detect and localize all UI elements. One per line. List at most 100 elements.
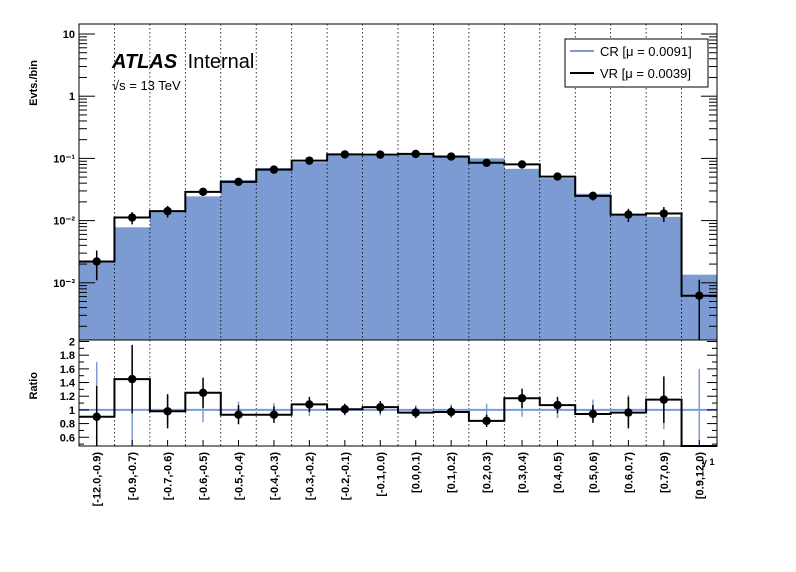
cr-bar-8: [362, 155, 399, 340]
vr-point-13: [553, 172, 562, 181]
ratio-tick-label-1: 1.8: [60, 350, 75, 362]
main-tick-label-2: 10⁻¹: [53, 153, 75, 165]
ratio-point-0: [92, 412, 101, 421]
ratio-point-1: [127, 374, 137, 384]
vr-point-16: [659, 209, 669, 218]
ratio-point-8: [376, 402, 385, 412]
x-category-label-7: [-0.2,-0.1): [340, 452, 352, 501]
vr-step-line: [79, 152, 717, 297]
ratio-point-12: [517, 394, 527, 403]
ratio-point-14: [588, 409, 598, 419]
main-y-axis: 10 1 10⁻¹ 10⁻² 10⁻³: [53, 29, 717, 327]
cr-bar-16: [646, 216, 682, 340]
vr-point-6: [305, 156, 314, 165]
main-tick-label-1: 1: [69, 91, 75, 103]
ratio-point-9: [411, 408, 420, 417]
x-category-label-11: [0.2,0.3): [482, 452, 494, 493]
main-tick-label-4: 10⁻³: [53, 278, 75, 290]
legend-cr-label: CR [μ = 0.0091]: [600, 44, 692, 59]
ratio-y-axis: 21.8 1.6 1.41.2 1 0.80.6: [60, 337, 717, 445]
ratio-tick-label-2: 1.6: [60, 364, 75, 376]
x-category-label-0: [-12.0,-0.9): [92, 452, 104, 507]
ratio-point-15: [624, 408, 633, 417]
cr-bar-3: [185, 196, 222, 340]
ratio-point-7: [340, 405, 350, 414]
main-plot-panel: 10 1 10⁻¹ 10⁻² 10⁻³ Evts./bin ATLAS Internal…: [28, 23, 718, 341]
x-axis-label: γ 1: [702, 457, 715, 467]
x-category-label-2: [-0.7,-0.6): [163, 452, 175, 501]
ratio-point-5: [269, 410, 279, 419]
ratio-tick-label-4: 1.2: [60, 391, 75, 403]
vr-point-7: [340, 150, 350, 159]
ratio-points: [79, 344, 717, 447]
vr-point-8: [376, 150, 385, 159]
cr-bar-15: [610, 214, 647, 340]
ratio-point-2: [163, 407, 172, 416]
x-category-label-5: [-0.4,-0.3): [269, 452, 281, 501]
cr-bar-13: [539, 178, 576, 340]
x-category-label-10: [0.1,0.2): [446, 452, 458, 493]
cr-bar-11: [468, 158, 505, 340]
x-category-label-9: [0.0,0.1): [411, 452, 423, 493]
x-category-label-13: [0.4,0.5): [553, 452, 565, 493]
vr-histogram: [79, 149, 717, 340]
x-category-label-8: [-0.1,0.0): [375, 452, 387, 497]
x-category-label-16: [0.7,0.9): [659, 452, 671, 493]
vr-point-15: [624, 210, 633, 219]
vr-point-0: [92, 257, 101, 266]
x-axis-category-labels: [-12.0,-0.9) [-0.9,-0.7) [-0.7,-0.6) [-0.6,…: [92, 440, 706, 507]
ratio-point-11: [482, 416, 491, 426]
ratio-tick-label-6: 0.8: [60, 419, 75, 431]
cr-bar-1: [114, 227, 151, 340]
cr-bar-9: [398, 153, 434, 340]
cr-bar-5: [256, 168, 293, 340]
cr-bar-10: [433, 155, 470, 340]
vr-point-10: [446, 152, 456, 161]
cr-bar-2: [149, 210, 186, 340]
vr-point-5: [269, 165, 279, 174]
vr-point-4: [234, 177, 243, 187]
ratio-point-6: [305, 400, 314, 409]
ratio-point-13: [553, 400, 562, 410]
main-tick-label-3: 10⁻²: [53, 216, 75, 228]
x-category-label-14: [0.5,0.6): [588, 452, 600, 493]
vr-point-1: [127, 213, 137, 222]
vr-point-3: [198, 187, 208, 197]
legend: CR [μ = 0.0091] VR [μ = 0.0039]: [564, 38, 709, 88]
ratio-y-axis-label: Ratio: [28, 372, 40, 400]
ratio-plot-frame: [78, 339, 718, 447]
ratio-plot-panel: 21.81.61.41.210.80.6 Ratio [-12.0,-0.9)[…: [28, 337, 718, 507]
ratio-tick-label-7: 0.6: [60, 432, 75, 444]
cr-bar-4: [220, 179, 257, 340]
legend-vr-label: VR [μ = 0.0039]: [600, 66, 691, 81]
x-category-label-15: [0.6,0.7): [623, 452, 635, 493]
ratio-point-4: [234, 410, 243, 419]
vr-point-2: [163, 206, 172, 216]
ratio-point-3: [198, 388, 208, 397]
cr-bar-7: [327, 154, 363, 340]
vr-point-17: [695, 291, 704, 300]
atlas-label: ATLAS Internal: [111, 51, 254, 73]
energy-label: √s = 13 TeV: [112, 78, 181, 93]
x-category-label-17: [0.9,12.0): [694, 452, 706, 499]
ratio-point-10: [446, 407, 456, 417]
vr-point-12: [517, 160, 527, 169]
cr-bar-6: [291, 162, 328, 340]
ratio-step-line: [79, 378, 717, 447]
vr-point-14: [588, 191, 598, 201]
x-category-label-12: [0.3,0.4): [517, 452, 529, 493]
vr-point-11: [482, 158, 491, 167]
ratio-tick-label-0: 2: [69, 337, 75, 349]
main-y-axis-label: Evts./bin: [28, 60, 40, 106]
main-tick-label-0: 10: [63, 29, 75, 41]
x-category-label-6: [-0.3,-0.2): [304, 452, 316, 501]
cr-bar-14: [575, 193, 612, 340]
ratio-point-16: [659, 395, 669, 404]
ratio-tick-label-3: 1.4: [60, 378, 76, 390]
legend-box: [564, 38, 709, 88]
x-category-label-4: [-0.5,-0.4): [234, 452, 246, 501]
x-category-label-3: [-0.6,-0.5): [198, 452, 210, 501]
x-category-label-1: [-0.9,-0.7): [127, 452, 139, 501]
cr-bar-12: [504, 168, 541, 340]
